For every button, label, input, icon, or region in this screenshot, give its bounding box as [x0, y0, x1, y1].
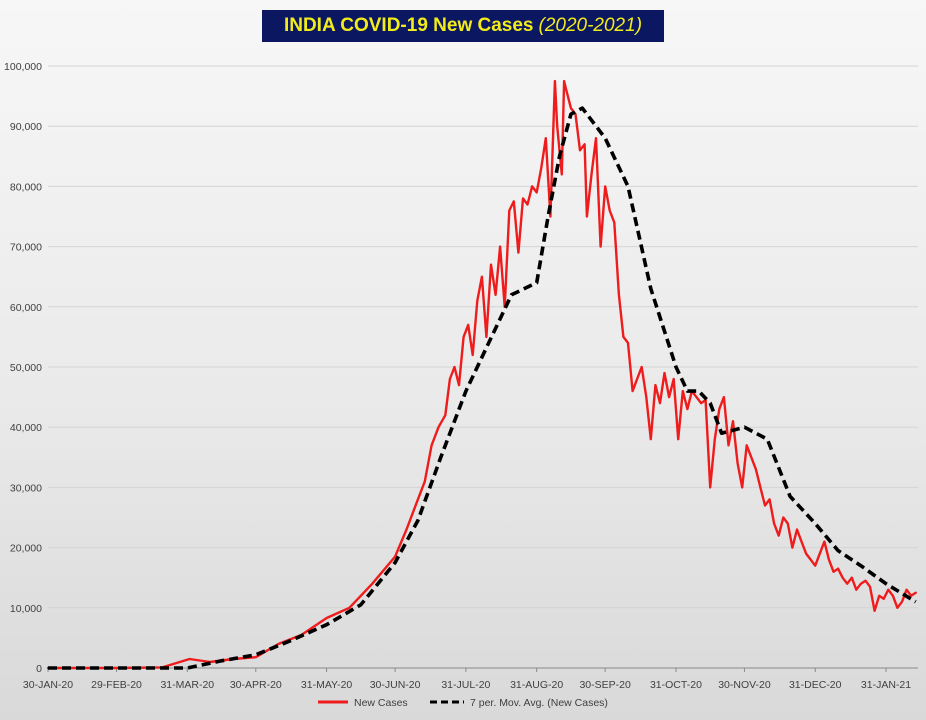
x-tick-label: 31-JAN-21: [861, 679, 911, 691]
x-tick-label: 30-JUN-20: [370, 679, 421, 691]
y-tick-label: 0: [36, 663, 42, 675]
x-tick-label: 31-MAR-20: [160, 679, 214, 691]
x-tick-label: 31-DEC-20: [789, 679, 842, 691]
legend-label-moving-average: 7 per. Mov. Avg. (New Cases): [470, 697, 608, 709]
y-axis-ticks: 0 10,000 20,000 30,000 40,000 50,000 60,000 70,…: [4, 61, 42, 675]
x-tick-label: 31-JUL-20: [441, 679, 490, 691]
y-tick-label: 90,000: [10, 121, 42, 133]
x-tick-label: 30-SEP-20: [579, 679, 631, 691]
series-line-new-cases: [46, 79, 917, 670]
x-tick-label: 30-JAN-20: [23, 679, 73, 691]
x-tick-label: 30-NOV-20: [718, 679, 771, 691]
chart-subtitle: (2020-2021): [538, 15, 643, 36]
y-tick-label: 30,000: [10, 482, 42, 494]
y-tick-label: 60,000: [10, 302, 42, 314]
x-tick-label: 30-APR-20: [230, 679, 282, 691]
y-tick-label: 50,000: [10, 362, 42, 374]
legend-label-new-cases: New Cases: [354, 697, 408, 709]
x-tick-label: 31-MAY-20: [301, 679, 353, 691]
y-tick-label: 10,000: [10, 603, 42, 615]
y-tick-label: 80,000: [10, 181, 42, 193]
y-tick-label: 100,000: [4, 61, 42, 73]
x-axis-ticks: 30-JAN-20 29-FEB-20 31-MAR-20 30-APR-20 31-M…: [23, 668, 911, 691]
y-tick-label: 70,000: [10, 242, 42, 254]
x-tick-label: 31-AUG-20: [510, 679, 563, 691]
y-tick-label: 20,000: [10, 543, 42, 555]
legend: New Cases 7 per. Mov. Avg. (New Cases): [318, 697, 608, 709]
chart-title: INDIA COVID-19 New Cases (2020-2021): [262, 10, 664, 42]
x-tick-label: 29-FEB-20: [91, 679, 142, 691]
y-tick-label: 40,000: [10, 422, 42, 434]
chart-title-main: INDIA COVID-19 New Cases: [283, 15, 534, 36]
series-layer: [46, 79, 917, 670]
x-tick-label: 31-OCT-20: [650, 679, 702, 691]
series-line-moving-average: [48, 106, 917, 670]
gridlines: [48, 65, 918, 609]
